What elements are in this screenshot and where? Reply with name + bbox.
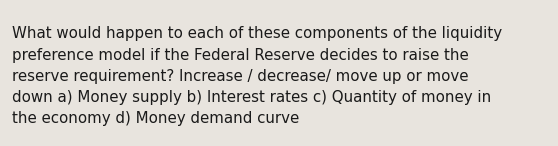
Text: What would happen to each of these components of the liquidity
preference model : What would happen to each of these compo… (12, 26, 502, 126)
